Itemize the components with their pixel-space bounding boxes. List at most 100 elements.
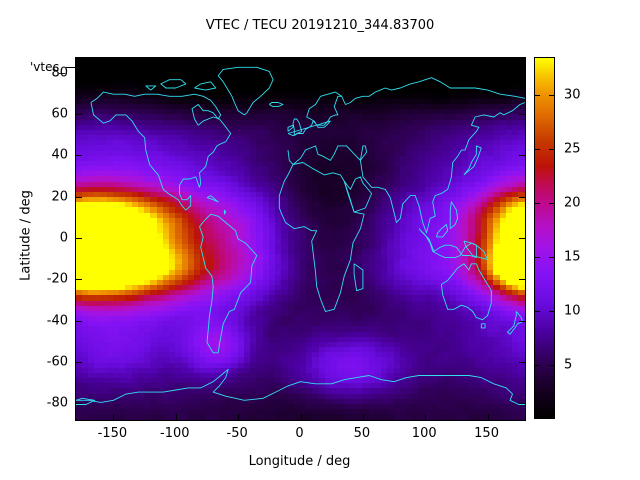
coastline-path	[440, 263, 492, 321]
coastline-overlay	[76, 66, 525, 405]
x-tick-mark	[113, 414, 115, 420]
x-tick-mark	[113, 58, 115, 64]
colorbar-tick-label: 20	[564, 195, 581, 211]
colorbar-tick-mark	[549, 94, 554, 96]
coastline-path	[287, 102, 525, 234]
y-tick-mark	[76, 72, 82, 74]
colorbar-tick-label: 25	[564, 141, 581, 157]
x-tick-mark	[425, 58, 427, 64]
colorbar-ticks: 30 25 20 15 10 5	[534, 57, 634, 419]
colorbar-tick-label: 5	[564, 357, 573, 373]
coastline-path	[306, 77, 525, 126]
colorbar-tick-mark	[535, 148, 540, 150]
x-tick-mark	[362, 414, 364, 420]
y-tick-mark	[519, 196, 525, 198]
x-tick-mark	[425, 414, 427, 420]
coastline-path	[480, 323, 486, 329]
colorbar-tick-mark	[535, 310, 540, 312]
y-tick-mark	[76, 320, 82, 322]
x-axis-label: Longitude / deg	[248, 454, 351, 469]
legend-key-label: 'vtec_	[30, 60, 66, 74]
page-title: VTEC / TECU 20191210_344.83700	[205, 18, 435, 33]
coastline-path	[199, 213, 258, 354]
y-tick-mark	[519, 238, 525, 239]
colorbar-tick-mark	[549, 310, 554, 312]
coastline-path	[217, 66, 274, 116]
coastline-path	[353, 263, 364, 292]
y-tick-label: 60	[51, 106, 68, 122]
y-tick-mark	[519, 320, 525, 322]
y-tick-mark	[76, 113, 82, 115]
colorbar-tick-label: 30	[564, 87, 581, 103]
y-tick-mark	[519, 403, 525, 405]
y-tick-label: 40	[51, 147, 68, 163]
x-tick-mark	[175, 414, 177, 420]
colorbar-tick-mark	[535, 256, 540, 258]
colorbar	[534, 57, 555, 419]
y-tick-mark	[519, 362, 525, 364]
x-tick-mark	[487, 414, 489, 420]
y-tick-mark	[76, 403, 82, 405]
coastline-path	[206, 195, 219, 203]
x-tick-mark	[362, 58, 364, 64]
y-tick-label: -40	[46, 313, 68, 329]
y-tick-label: -60	[46, 354, 68, 370]
coastline-path	[449, 201, 459, 230]
colorbar-tick-mark	[549, 364, 554, 366]
x-tick-mark	[487, 58, 489, 64]
coastline-path	[160, 79, 187, 89]
colorbar-tick-mark	[549, 202, 554, 204]
coastline-path	[463, 145, 482, 176]
x-tick-label: -150	[97, 426, 128, 441]
vtec-heatmap	[76, 58, 525, 420]
coastline-path	[76, 368, 525, 405]
y-tick-label: 80	[51, 65, 68, 80]
y-tick-label: -80	[46, 395, 68, 411]
legend-key: 'vtec_	[30, 60, 81, 74]
x-tick-label: 100	[411, 426, 437, 441]
y-tick-mark	[76, 238, 82, 239]
x-tick-mark	[300, 414, 302, 420]
y-tick-label: 20	[51, 189, 68, 205]
x-tick-label: 0	[295, 426, 304, 441]
x-tick-label: 150	[474, 426, 499, 441]
x-tick-mark	[175, 58, 177, 64]
coastline-path	[90, 91, 232, 211]
y-tick-label: -20	[46, 271, 68, 287]
x-tick-label: -100	[160, 426, 190, 441]
coastline-path	[292, 118, 303, 136]
coastline-path	[76, 397, 96, 405]
coastline-path	[278, 162, 365, 312]
y-tick-mark	[76, 362, 82, 364]
map-plot-area	[75, 57, 526, 421]
x-axis-ticks: -150 -100 -50 0 50 100 150	[75, 426, 524, 446]
y-tick-mark	[519, 72, 525, 74]
coastline-path	[287, 124, 294, 132]
x-tick-mark	[300, 58, 302, 64]
x-tick-mark	[238, 414, 240, 420]
coastline-path	[435, 224, 449, 238]
colorbar-tick-mark	[535, 364, 540, 366]
y-tick-mark	[519, 279, 525, 281]
y-tick-mark	[76, 279, 82, 281]
x-tick-mark	[238, 58, 240, 64]
colorbar-tick-mark	[535, 202, 540, 204]
colorbar-tick-mark	[549, 256, 554, 258]
coastline-path	[463, 240, 489, 261]
coastline-path	[287, 120, 331, 137]
y-tick-label: 0	[59, 230, 68, 246]
y-tick-mark	[76, 196, 82, 198]
colorbar-tick-label: 15	[564, 249, 581, 265]
x-tick-label: 50	[353, 426, 371, 441]
coastline-path	[145, 85, 157, 91]
coastline-path	[223, 209, 227, 215]
coastline-path	[194, 81, 217, 91]
y-tick-mark	[519, 155, 525, 157]
y-tick-mark	[76, 155, 82, 157]
colorbar-tick-mark	[535, 94, 540, 96]
y-tick-mark	[519, 113, 525, 115]
colorbar-tick-label: 10	[564, 303, 581, 319]
y-axis-ticks: 80 60 40 20 0 -20 -40 -60 -80	[0, 57, 68, 419]
x-tick-label: -50	[226, 426, 248, 441]
